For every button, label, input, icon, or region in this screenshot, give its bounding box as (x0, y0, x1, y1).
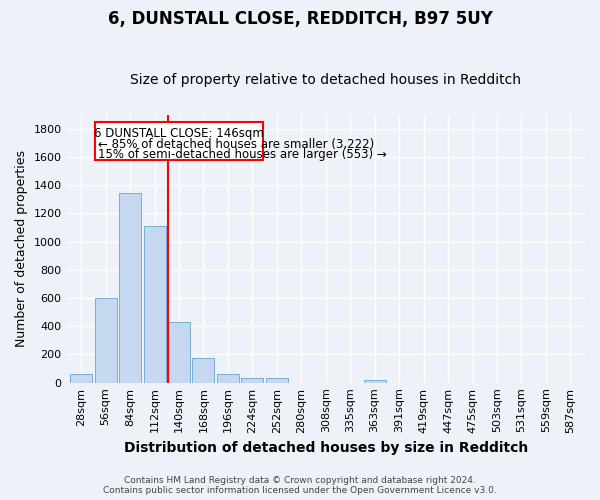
Bar (70, 374, 92, 382)
Bar (95, 298, 116, 382)
Bar (143, 226, 166, 382)
Bar (168, 322, 190, 382)
Text: 6, DUNSTALL CLOSE, REDDITCH, B97 5UY: 6, DUNSTALL CLOSE, REDDITCH, B97 5UY (107, 10, 493, 28)
Bar (119, 193, 141, 382)
Bar (241, 378, 263, 382)
Title: Size of property relative to detached houses in Redditch: Size of property relative to detached ho… (130, 73, 521, 87)
Bar (217, 374, 239, 382)
Text: 15% of semi-detached houses are larger (553) →: 15% of semi-detached houses are larger (… (98, 148, 387, 161)
Text: Contains HM Land Registry data © Crown copyright and database right 2024.
Contai: Contains HM Land Registry data © Crown c… (103, 476, 497, 495)
Bar (95, 122, 263, 160)
Text: 6 DUNSTALL CLOSE: 146sqm: 6 DUNSTALL CLOSE: 146sqm (94, 128, 264, 140)
Bar (193, 358, 214, 382)
Bar (364, 380, 386, 382)
Y-axis label: Number of detached properties: Number of detached properties (15, 150, 28, 347)
Text: ← 85% of detached houses are smaller (3,222): ← 85% of detached houses are smaller (3,… (98, 138, 374, 151)
Bar (266, 378, 288, 382)
X-axis label: Distribution of detached houses by size in Redditch: Distribution of detached houses by size … (124, 441, 528, 455)
